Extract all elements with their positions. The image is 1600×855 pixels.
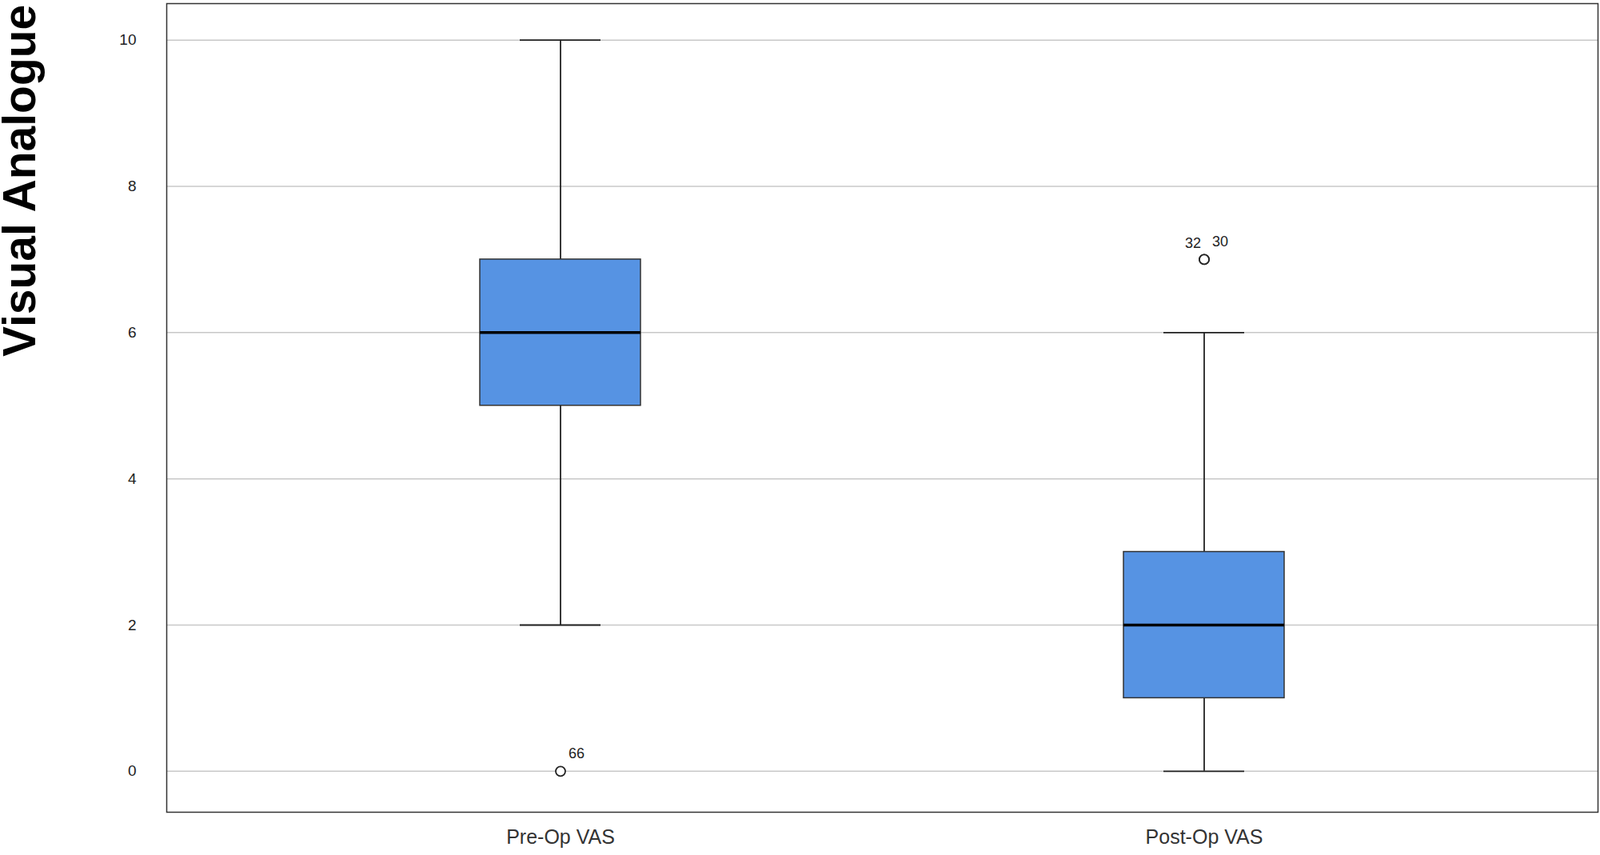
svg-text:6: 6 <box>127 323 137 341</box>
svg-text:66: 66 <box>568 745 585 762</box>
svg-text:Visual Analogue Scale: Visual Analogue Scale <box>0 0 45 357</box>
svg-text:8: 8 <box>127 177 137 195</box>
svg-text:2: 2 <box>127 616 137 634</box>
svg-text:32: 32 <box>1185 235 1201 252</box>
svg-text:30: 30 <box>1212 233 1229 250</box>
svg-text:0: 0 <box>127 762 137 779</box>
svg-text:Pre-Op VAS: Pre-Op VAS <box>506 825 615 848</box>
svg-text:Post-Op VAS: Post-Op VAS <box>1145 825 1264 848</box>
svg-text:10: 10 <box>119 31 136 48</box>
svg-text:4: 4 <box>127 470 137 487</box>
